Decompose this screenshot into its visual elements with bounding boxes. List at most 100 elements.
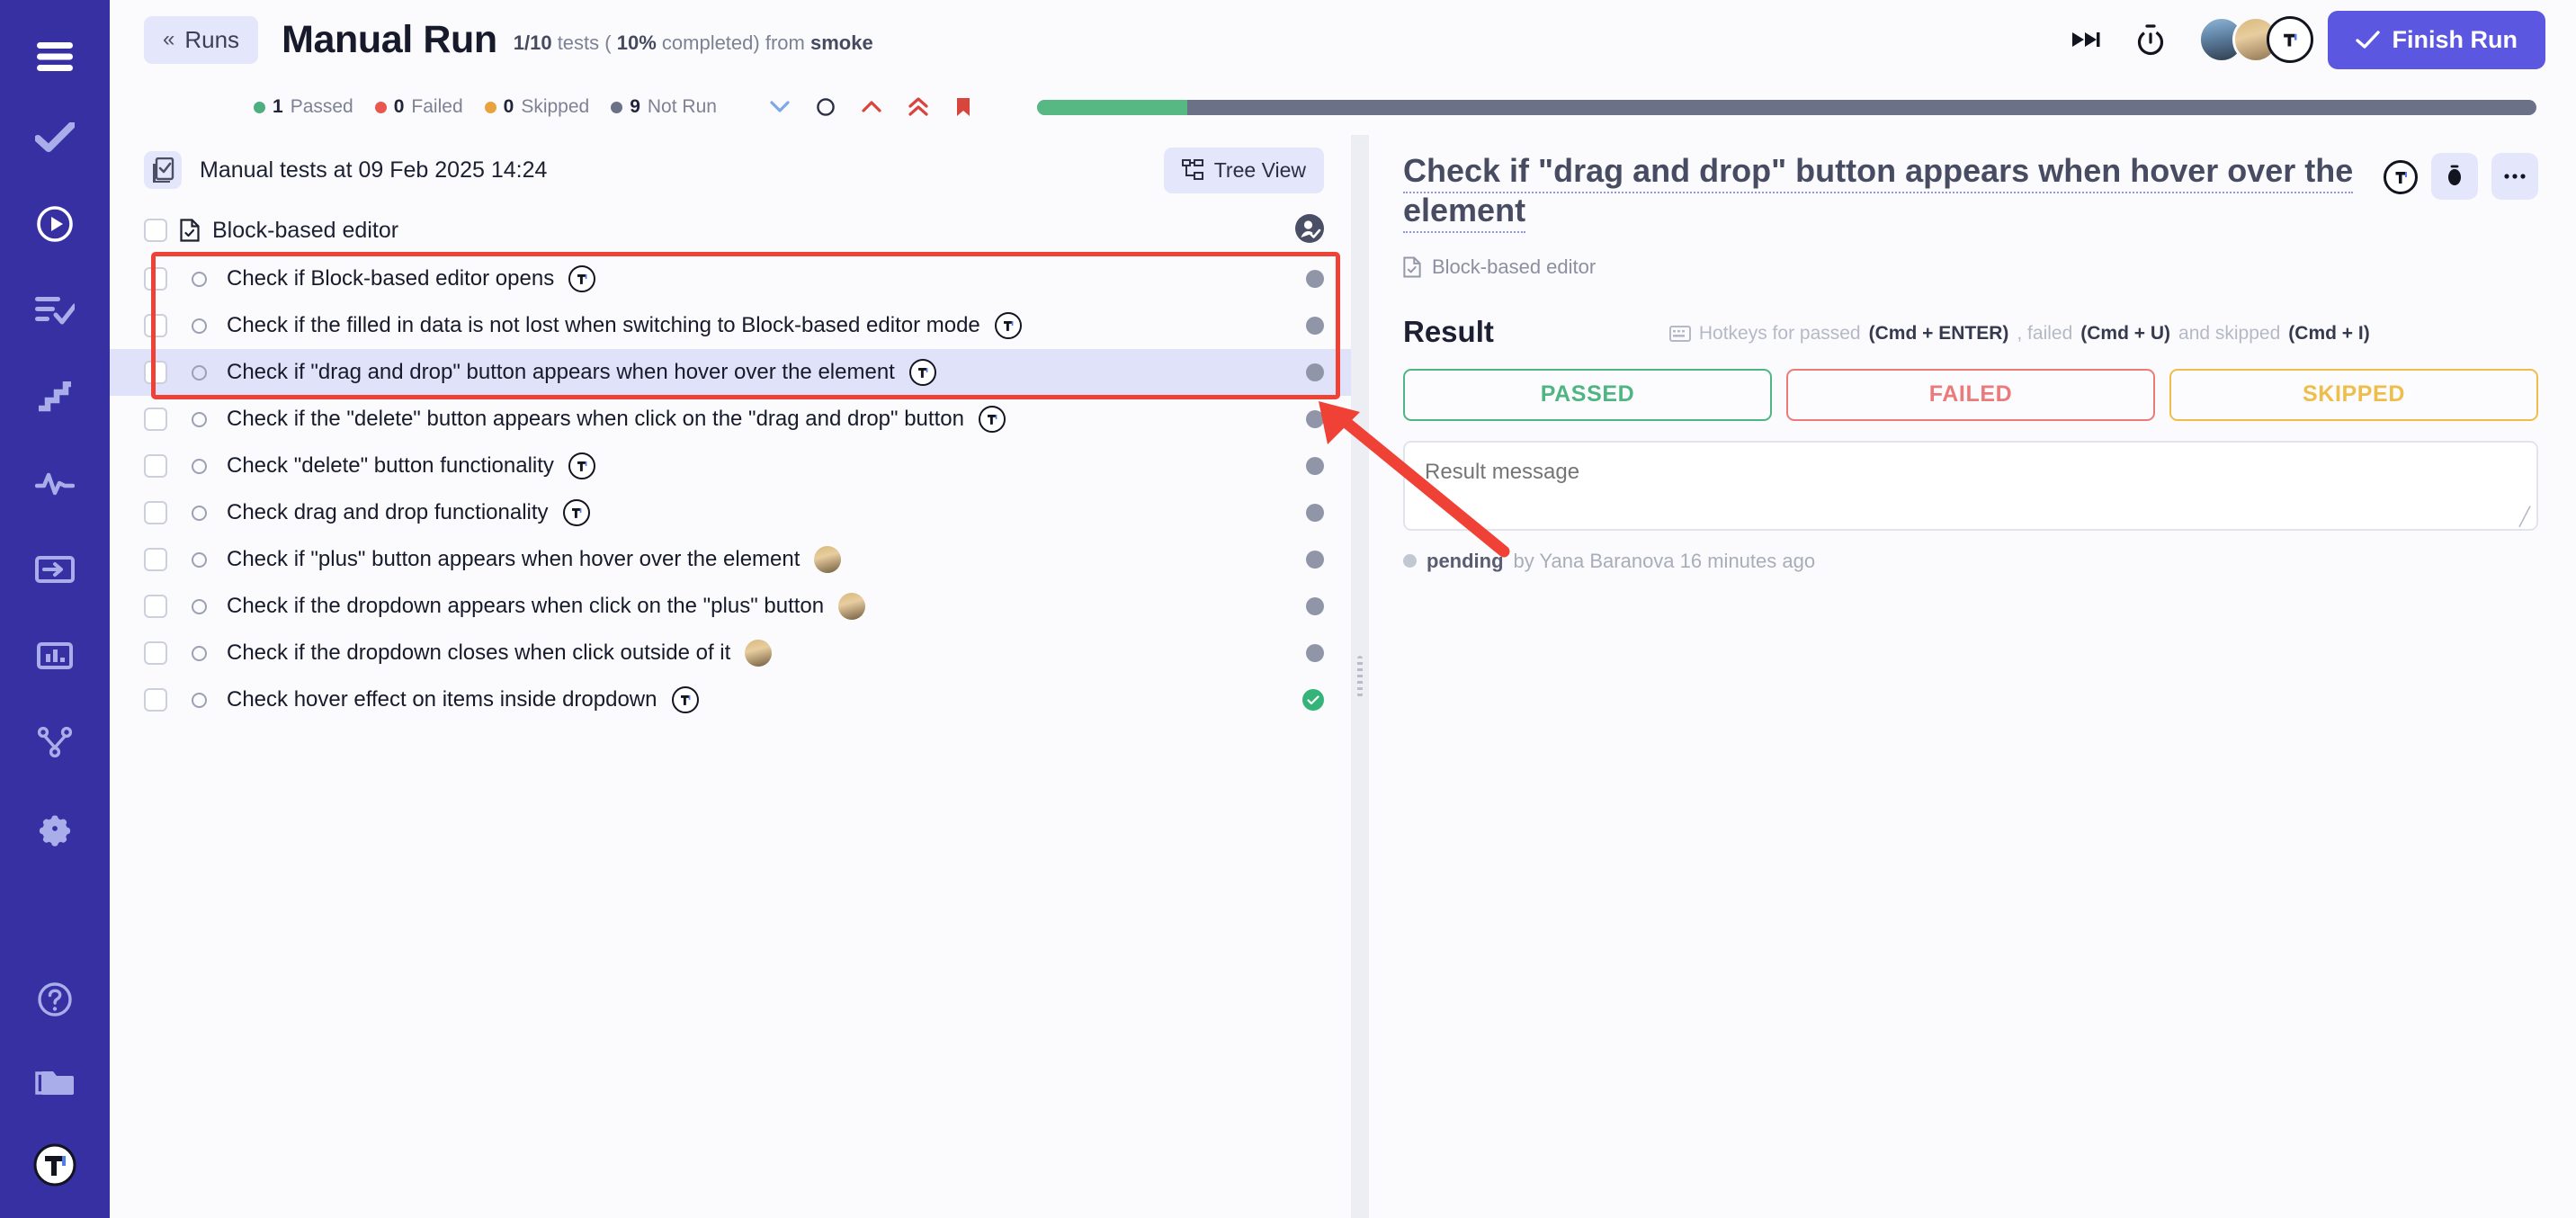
filter-chevrons-up-button[interactable] [908, 97, 929, 117]
row-assignee-avatar[interactable] [745, 640, 773, 667]
timer-icon [2137, 24, 2163, 56]
back-to-runs-button[interactable]: « Runs [144, 15, 259, 64]
table-row[interactable]: Check "delete" button functionality [110, 443, 1351, 489]
row-checkbox[interactable] [144, 361, 167, 384]
row-tag-avatar[interactable] [562, 499, 590, 526]
sidebar-item-import[interactable] [27, 542, 83, 597]
chevron-up-icon [862, 101, 881, 112]
row-checkbox[interactable] [144, 314, 167, 337]
test-case-name: Check if the filled in data is not lost … [227, 313, 980, 337]
sidebar-item-activity[interactable] [27, 455, 83, 511]
tree-view-button[interactable]: Tree View [1163, 147, 1324, 193]
row-status [1306, 363, 1324, 381]
table-row[interactable]: Check if the dropdown closes when click … [110, 630, 1351, 676]
row-tag-avatar[interactable] [671, 686, 699, 713]
table-row[interactable]: Check drag and drop functionality [110, 489, 1351, 536]
result-hotkeys-hint: Hotkeys for passed (Cmd + ENTER) , faile… [1668, 323, 2370, 345]
sidebar-item-test-plans[interactable] [27, 282, 83, 338]
status-bar: 1 Passed 0 Failed 0 Skipped 9 Not Run [110, 79, 2576, 135]
row-tag-avatar[interactable] [978, 406, 1006, 433]
test-case-name: Check if the dropdown appears when click… [227, 594, 825, 618]
sidebar-item-projects[interactable] [27, 1054, 83, 1110]
legend-item-failed: 0 Failed [374, 96, 463, 118]
row-checkbox[interactable] [144, 641, 167, 665]
row-tag-avatar[interactable] [908, 359, 936, 386]
table-row[interactable]: Check if "plus" button appears when hove… [110, 536, 1351, 583]
detail-author-tag-avatar[interactable] [2384, 160, 2418, 194]
row-checkbox[interactable] [144, 548, 167, 571]
verdict-passed-button[interactable]: PASSED [1403, 368, 1772, 421]
result-message-input[interactable] [1403, 440, 2538, 531]
filter-circle-button[interactable] [816, 97, 836, 117]
workspace-t-logo-icon [1003, 321, 1014, 331]
test-case-name: Check if the "delete" button appears whe… [227, 407, 964, 431]
run-meta-completed-word: completed) from [661, 31, 805, 54]
sidebar-item-reports[interactable] [27, 628, 83, 684]
table-row[interactable]: Check if Block-based editor opens [110, 255, 1351, 302]
result-message-wrap: ╱ [1403, 421, 2538, 535]
workspace-avatar[interactable] [27, 1137, 83, 1193]
row-radio[interactable] [192, 271, 207, 287]
workspace-t-avatar[interactable] [2266, 16, 2313, 63]
finish-run-button[interactable]: Finish Run [2327, 10, 2545, 69]
table-row[interactable]: Check if the dropdown appears when click… [110, 583, 1351, 630]
filter-bookmark-button[interactable] [954, 96, 972, 118]
sidebar-item-integrations[interactable] [27, 714, 83, 770]
workspace-t-logo-icon [33, 1143, 76, 1187]
verdict-failed-button[interactable]: FAILED [1786, 368, 2155, 421]
row-radio[interactable] [192, 551, 207, 568]
sidebar-item-runs[interactable] [27, 196, 83, 252]
table-row[interactable]: Check hover effect on items inside dropd… [110, 676, 1351, 723]
row-radio[interactable] [192, 598, 207, 614]
row-checkbox[interactable] [144, 501, 167, 524]
sidebar-item-settings[interactable] [27, 801, 83, 856]
run-assignees[interactable] [2197, 16, 2313, 63]
row-tag-avatar[interactable] [568, 452, 595, 479]
folder-icon [35, 1071, 74, 1095]
sidebar-item-help[interactable] [27, 972, 83, 1027]
sidebar-item-menu[interactable] [27, 29, 83, 85]
sidebar-item-milestones[interactable] [27, 369, 83, 425]
bookmark-icon [956, 98, 970, 116]
row-radio[interactable] [192, 411, 207, 427]
status-dot-failed-icon [374, 101, 387, 113]
check-icon [2355, 30, 2380, 49]
row-checkbox[interactable] [144, 688, 167, 712]
row-assignee-avatar[interactable] [838, 593, 866, 620]
sidebar-item-tests[interactable] [27, 110, 83, 166]
test-detail-panel: Check if "drag and drop" button appears … [1369, 135, 2576, 1218]
table-row[interactable]: Check if the filled in data is not lost … [110, 302, 1351, 349]
detail-timer-button[interactable] [2431, 153, 2478, 200]
group-checkbox[interactable] [144, 219, 167, 242]
row-radio[interactable] [192, 364, 207, 381]
test-group-row[interactable]: Block-based editor [110, 205, 1351, 255]
row-checkbox[interactable] [144, 454, 167, 478]
row-tag-avatar[interactable] [994, 312, 1022, 339]
row-radio[interactable] [192, 692, 207, 708]
table-row[interactable]: Check if the "delete" button appears whe… [110, 396, 1351, 443]
row-radio[interactable] [192, 645, 207, 661]
fast-forward-button[interactable] [2062, 15, 2110, 64]
table-row[interactable]: Check if "drag and drop" button appears … [110, 349, 1351, 396]
import-icon [35, 556, 75, 583]
detail-more-button[interactable] [2491, 153, 2538, 200]
fast-forward-icon [2071, 32, 2100, 47]
workspace-t-logo-icon [987, 415, 997, 425]
legend-label-failed: Failed [411, 96, 463, 117]
filter-chevron-down-button[interactable] [769, 100, 791, 114]
group-assignee-avatar[interactable] [1295, 213, 1324, 247]
row-assignee-avatar[interactable] [814, 546, 842, 573]
row-radio[interactable] [192, 458, 207, 474]
filter-chevron-up-button[interactable] [861, 100, 882, 114]
timer-button[interactable] [2126, 15, 2175, 64]
row-checkbox[interactable] [144, 407, 167, 431]
row-status [1302, 689, 1324, 711]
row-radio[interactable] [192, 505, 207, 521]
row-radio[interactable] [192, 318, 207, 334]
status-badge-not-run [1306, 551, 1324, 569]
verdict-skipped-button[interactable]: SKIPPED [2169, 368, 2538, 421]
panel-resize-handle[interactable] [1351, 135, 1369, 1218]
row-tag-avatar[interactable] [568, 265, 596, 292]
row-checkbox[interactable] [144, 267, 167, 291]
row-checkbox[interactable] [144, 595, 167, 618]
